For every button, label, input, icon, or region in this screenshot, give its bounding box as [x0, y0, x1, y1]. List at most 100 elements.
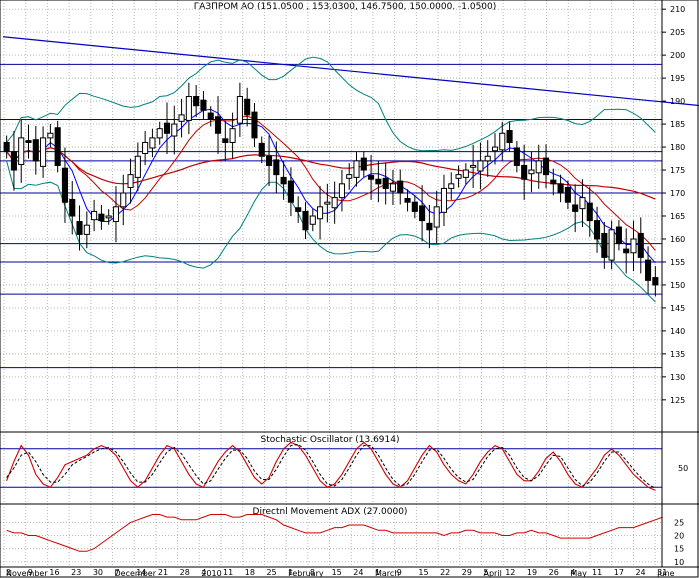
candle-body — [207, 112, 214, 120]
candle-body — [178, 114, 185, 122]
candle-body — [338, 183, 345, 199]
y-tick-label: 185 — [670, 120, 685, 129]
candle-body — [623, 248, 630, 254]
candle-body — [572, 204, 579, 212]
candle-body — [557, 183, 564, 194]
candle-body — [54, 127, 61, 166]
candle-body — [404, 198, 411, 203]
x-month-label: March — [375, 569, 399, 578]
x-tick-label: 31 — [657, 568, 667, 577]
candle-body — [506, 130, 513, 143]
candle-body — [368, 175, 375, 180]
candle-body — [40, 137, 47, 167]
y-tick-label: 155 — [670, 258, 685, 267]
x-month-label: December — [115, 569, 157, 578]
candle-body — [637, 232, 644, 258]
candle-body — [149, 137, 156, 149]
candle-body — [433, 206, 440, 228]
adx-line — [6, 514, 663, 552]
candle-body — [608, 229, 615, 261]
candle-body — [419, 205, 426, 222]
candle-body — [462, 169, 469, 178]
candle-body — [32, 139, 39, 162]
y-tick-label: 20 — [674, 532, 684, 541]
candle-body — [331, 197, 338, 209]
candle-body — [615, 226, 622, 245]
candle-body — [120, 192, 127, 208]
adx-panel: Directnl Movement ADX (27.0000) 10 15 20 25 — [0, 507, 684, 567]
x-tick-label: 28 — [180, 568, 190, 577]
candle-body — [317, 206, 324, 220]
x-month-label: May — [570, 569, 587, 578]
candle-body — [528, 169, 535, 175]
candle-body — [491, 146, 499, 152]
x-tick-label: 1 — [375, 568, 380, 577]
y-tick-label: 205 — [670, 28, 685, 37]
bollinger-lower-line — [6, 160, 656, 303]
candle-body — [258, 142, 265, 157]
candle-body — [280, 176, 287, 185]
x-month-label: February — [288, 569, 324, 578]
x-tick-label: 19 — [527, 568, 537, 577]
y-tick-label: 140 — [670, 327, 685, 336]
candle-body — [83, 224, 90, 235]
x-tick-label: 24 — [635, 568, 645, 577]
candle-body — [564, 187, 571, 203]
x-tick-label: 29 — [462, 568, 472, 577]
y-tick-label: 15 — [674, 545, 684, 554]
candle-body — [324, 201, 331, 205]
y-tick-label: 25 — [674, 518, 684, 527]
candle-body — [171, 123, 178, 137]
x-tick-label: 14 — [136, 568, 146, 577]
candle-body — [244, 98, 251, 116]
x-tick-label: 17 — [614, 568, 624, 577]
candle-body — [484, 155, 491, 162]
x-tick-label: 9 — [397, 568, 402, 577]
candle-body — [18, 137, 25, 166]
y-tick-label: 195 — [670, 74, 685, 83]
candle-body — [593, 220, 601, 240]
candle-body — [426, 222, 433, 231]
candle-body — [105, 215, 112, 219]
candle-body — [3, 141, 10, 153]
x-month-label: November — [6, 569, 48, 578]
x-tick-label: 21 — [158, 568, 168, 577]
x-tick-label: 8 — [310, 568, 315, 577]
candle-body — [10, 151, 17, 171]
candle-body — [229, 128, 236, 143]
y-tick-label: 125 — [670, 396, 685, 405]
x-tick-label: 4 — [201, 568, 206, 577]
candle-body — [448, 183, 455, 189]
y-tick-label: 150 — [670, 281, 685, 290]
candle-body — [470, 164, 477, 168]
candle-body — [499, 132, 506, 151]
candle-body — [579, 197, 586, 210]
bollinger-upper-line — [6, 56, 656, 152]
candle-body — [389, 183, 397, 192]
candle-body — [513, 147, 520, 166]
candle-body — [630, 238, 637, 254]
candle-body — [112, 206, 120, 223]
candle-body — [346, 174, 353, 179]
stochastic-panel: Stochastic Oscillator (13.6914) 50 — [0, 435, 688, 491]
x-tick-label: 11 — [223, 568, 233, 577]
candle-body — [375, 178, 382, 185]
candle-body — [251, 111, 258, 139]
y-tick-label: 170 — [670, 189, 685, 198]
x-month-label: April — [484, 569, 502, 578]
candle-body — [61, 167, 69, 203]
x-tick-label: 7 — [115, 568, 120, 577]
candle-body — [477, 160, 484, 172]
candle-body — [236, 96, 243, 124]
candle-body — [193, 96, 200, 107]
y-tick-label: 50 — [678, 464, 688, 473]
x-tick-label: 30 — [93, 568, 103, 577]
candle-body — [652, 277, 659, 286]
candle-body — [440, 187, 448, 213]
x-tick-label: 23 — [71, 568, 81, 577]
x-month-label: June — [656, 569, 675, 578]
stochastic-k-line — [6, 441, 656, 491]
x-tick-label: 12 — [505, 568, 515, 577]
